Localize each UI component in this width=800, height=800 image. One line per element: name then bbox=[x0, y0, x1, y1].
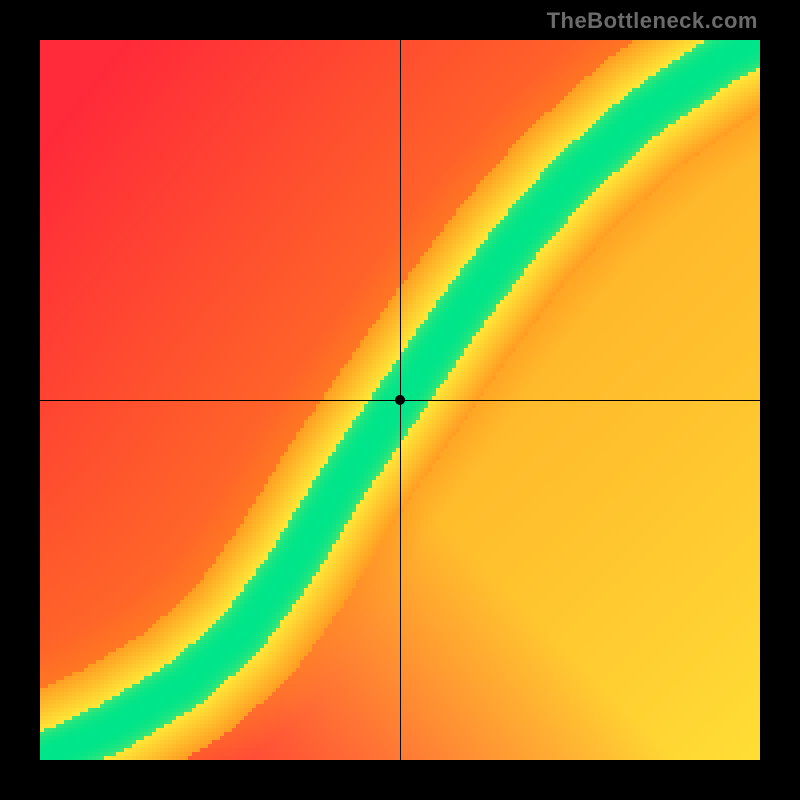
watermark-text: TheBottleneck.com bbox=[547, 8, 758, 34]
bottleneck-heatmap-canvas bbox=[0, 0, 800, 800]
